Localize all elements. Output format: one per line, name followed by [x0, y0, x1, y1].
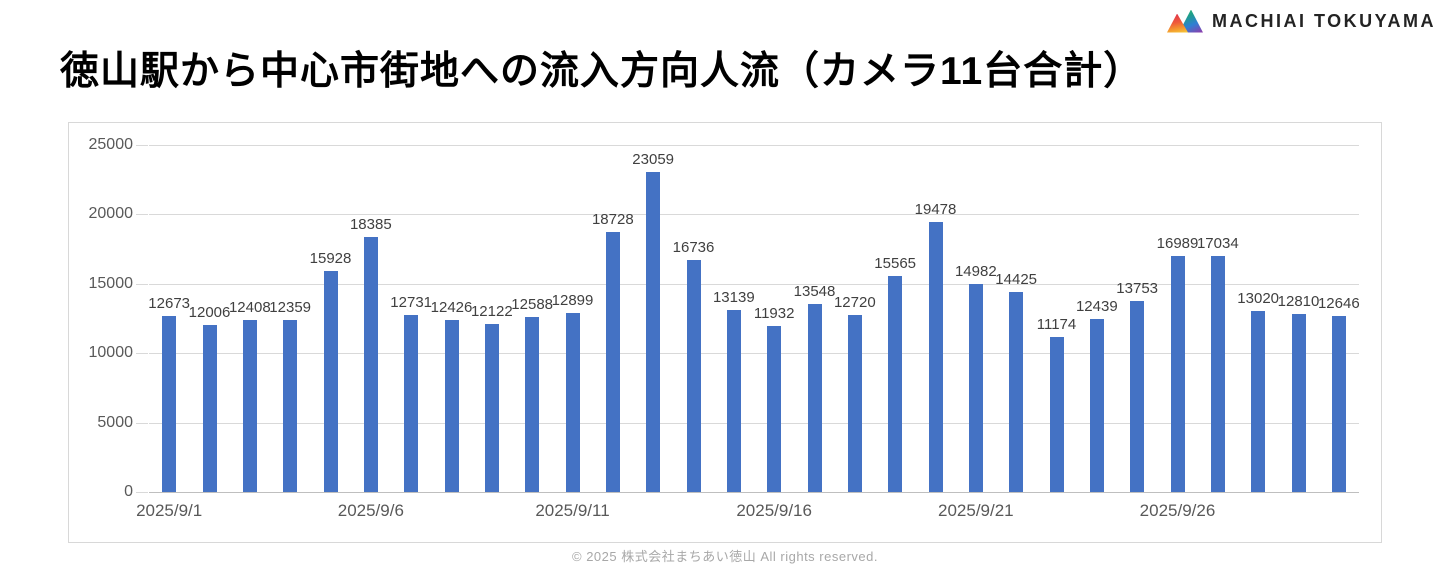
- page-title: 徳山駅から中心市街地への流入方向人流（カメラ11台合計）: [60, 50, 1144, 93]
- gridline: [149, 492, 1359, 493]
- bar-value-label: 11932: [753, 305, 795, 323]
- bar: [888, 275, 903, 492]
- bar: [484, 323, 499, 492]
- bar-value-label: 16989: [1156, 235, 1199, 253]
- y-axis-label: 20000: [88, 205, 134, 223]
- bar-value-label: 12720: [833, 294, 876, 312]
- bar: [686, 259, 701, 492]
- bar-value-label: 14425: [995, 270, 1038, 288]
- bar: [283, 320, 298, 492]
- x-axis-label: 2025/9/16: [736, 501, 812, 520]
- bar-value-label: 14982: [954, 263, 997, 281]
- bar-value-label: 12646: [1317, 295, 1360, 313]
- y-axis-tick: [136, 422, 148, 424]
- gridline: [149, 145, 1359, 146]
- bar: [1210, 255, 1225, 492]
- y-axis-tick: [136, 492, 148, 493]
- bar-value-label: 12810: [1277, 293, 1320, 311]
- bar-value-label: 18728: [591, 211, 634, 229]
- bar-value-label: 12588: [511, 296, 554, 314]
- bar-value-label: 12122: [470, 302, 513, 320]
- x-axis-label: 2025/9/21: [938, 501, 1014, 520]
- y-axis-label: 10000: [88, 344, 134, 362]
- x-axis-label: 2025/9/11: [535, 501, 610, 520]
- y-axis-label: 25000: [88, 136, 134, 153]
- bar-value-label: 15928: [309, 249, 352, 267]
- copyright-text: © 2025 株式会社まちあい徳山 All rights reserved.: [572, 549, 878, 564]
- bar: [807, 303, 822, 492]
- machiai-mountain-icon: [1166, 9, 1203, 33]
- bar: [605, 232, 620, 492]
- bar: [1089, 319, 1104, 492]
- bar-value-label: 12408: [228, 298, 271, 316]
- gridline: [149, 283, 1359, 285]
- bar-value-label: 11174: [1036, 315, 1077, 333]
- bar-value-label: 13753: [1116, 280, 1159, 298]
- bar: [1251, 311, 1266, 492]
- x-axis-label: 2025/9/6: [337, 501, 404, 520]
- bar: [646, 171, 661, 492]
- bar-value-label: 12426: [430, 298, 473, 316]
- bar: [404, 315, 419, 492]
- bar-value-label: 12731: [390, 294, 433, 312]
- bar-value-label: 18385: [349, 215, 392, 233]
- bar: [1331, 316, 1346, 492]
- chart-card: 0 5000 10000 15000 20000 25000 12673 2025/9/1 12…: [68, 122, 1382, 543]
- x-axis-label: 2025/9/26: [1139, 501, 1216, 520]
- bar-value-label: 19478: [914, 200, 957, 218]
- bar: [525, 317, 540, 492]
- bar: [726, 309, 741, 492]
- bar: [1130, 301, 1145, 492]
- bar: [363, 236, 378, 492]
- bar-value-label: 12359: [269, 299, 312, 317]
- gridline: [149, 422, 1359, 424]
- bar-value-label: 12673: [148, 295, 191, 313]
- plot-area: 0 5000 10000 15000 20000 25000 12673 2025/9/1 12…: [69, 123, 1381, 542]
- bar: [1009, 291, 1024, 492]
- bar: [323, 270, 338, 492]
- bar: [565, 312, 580, 492]
- x-axis-label: 2025/9/1: [136, 501, 203, 520]
- bar-value-label: 13020: [1237, 290, 1280, 308]
- bar-value-label: 12439: [1075, 298, 1118, 316]
- gridline: [149, 214, 1359, 216]
- bar: [202, 325, 217, 492]
- bar-value-label: 13139: [712, 288, 755, 306]
- brand-logo: MACHIAI TOKUYAMA: [1166, 8, 1436, 34]
- bar-value-label: 13548: [793, 282, 836, 300]
- gridline: [149, 353, 1359, 355]
- y-axis-label: 0: [124, 483, 133, 500]
- brand-name: MACHIAI TOKUYAMA: [1211, 10, 1436, 31]
- bar-value-label: 17034: [1196, 234, 1239, 252]
- bar-value-label: 12899: [551, 291, 594, 309]
- bar: [444, 319, 459, 492]
- bar-value-label: 12006: [188, 304, 231, 322]
- bar: [928, 221, 943, 492]
- y-axis-tick: [136, 283, 148, 285]
- y-axis-tick: [136, 214, 148, 216]
- bar: [1049, 336, 1064, 492]
- bar-value-label: 15565: [874, 254, 917, 272]
- bar-value-label: 23059: [632, 150, 675, 168]
- bar: [1291, 314, 1306, 492]
- bar: [162, 316, 177, 492]
- y-axis-tick: [136, 353, 148, 355]
- bar: [767, 326, 782, 492]
- footer: © 2025 株式会社まちあい徳山 All rights reserved.: [0, 546, 1450, 570]
- y-axis-label: 5000: [97, 413, 133, 431]
- bar: [1170, 256, 1185, 492]
- y-axis-label: 15000: [88, 274, 134, 292]
- bar-value-label: 16736: [672, 238, 715, 256]
- bar: [242, 319, 257, 492]
- bar: [847, 315, 862, 492]
- bar: [968, 284, 983, 492]
- y-axis-tick: [136, 145, 148, 146]
